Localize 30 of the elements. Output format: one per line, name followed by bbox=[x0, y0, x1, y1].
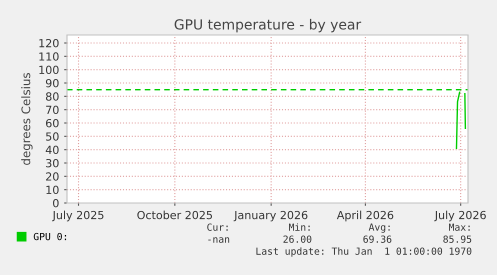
y-tick-label: 60 bbox=[46, 118, 59, 128]
y-tick-label: 20 bbox=[46, 172, 59, 181]
x-tick-label: January 2026 bbox=[234, 210, 308, 222]
x-tick-label: October 2025 bbox=[137, 210, 212, 220]
y-tick-label: 90 bbox=[46, 78, 59, 88]
x-tick-label: April 2026 bbox=[336, 210, 394, 222]
text: -nan bbox=[208, 237, 230, 243]
y-tick-label: 30 bbox=[46, 158, 59, 168]
y-tick-label: 0 bbox=[53, 198, 59, 208]
x-tick-label: July 2026 bbox=[434, 210, 486, 222]
text: 26.00 bbox=[283, 235, 312, 243]
text: Max: bbox=[448, 224, 470, 231]
text: Cur: bbox=[207, 223, 228, 231]
y-tick-label: 70 bbox=[46, 106, 59, 114]
y-tick-label: 10 bbox=[46, 186, 59, 194]
text: 85.95 bbox=[443, 235, 472, 243]
y-tick-label: 100 bbox=[39, 66, 59, 74]
x-tick-label: July 2025 bbox=[52, 210, 104, 222]
y-axis-title: degrees Celsius bbox=[21, 73, 33, 165]
y-tick-label: 80 bbox=[46, 92, 59, 101]
legend-label: GPU 0: bbox=[34, 232, 66, 240]
y-tick-label: 50 bbox=[46, 132, 59, 141]
text: Avg: bbox=[368, 224, 390, 233]
text: 69.36 bbox=[363, 235, 392, 243]
y-tick-label: 110 bbox=[39, 52, 59, 61]
y-tick-label: 40 bbox=[46, 146, 59, 154]
chart-title: GPU temperature - by year bbox=[174, 18, 362, 32]
text: Last update: Thu Jan 1 01:00:00 1970 bbox=[256, 247, 472, 257]
text: Min: bbox=[288, 223, 310, 231]
y-tick-label: 120 bbox=[39, 38, 59, 48]
